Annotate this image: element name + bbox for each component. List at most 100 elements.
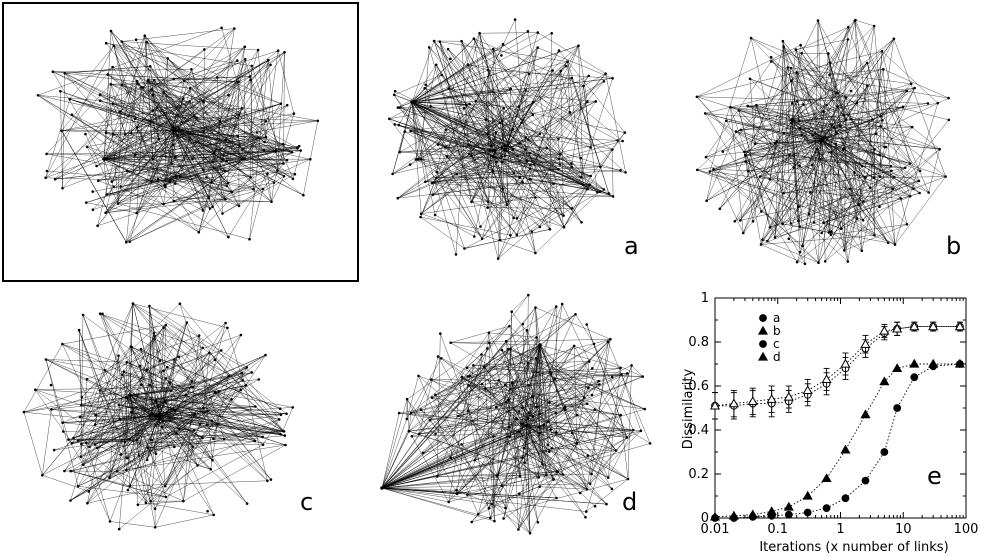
network-node [478,32,481,35]
network-node [583,396,586,399]
network-node [508,426,511,429]
network-node [496,475,499,478]
network-node [105,42,108,45]
network-edge [283,407,293,431]
network-node [214,358,217,361]
network-node [431,396,434,399]
network-edge [451,326,510,343]
network-node [589,175,592,178]
network-node [761,238,764,241]
network-node [501,349,504,352]
network-edge [183,445,285,501]
network-node [589,482,592,485]
network-node [828,231,831,234]
network-node [439,332,442,335]
network-node [202,101,205,104]
network-node [906,223,909,226]
network-node [145,502,148,505]
network-node [59,90,62,93]
network-edge [508,314,576,349]
network-node [434,214,437,217]
network-node [477,513,480,516]
network-node [587,454,590,457]
network-node [99,312,102,315]
data-point-d [749,397,757,404]
hub-edge [62,130,174,131]
network-node [455,253,458,256]
network-node [118,528,121,531]
network-node [439,40,442,43]
network-node [238,113,241,116]
network-node [501,120,504,123]
network-edge [250,189,264,239]
network-node [545,474,548,477]
network-node [163,91,166,94]
network-node [61,187,64,190]
network-node [630,364,633,367]
network-node [712,168,715,171]
network-node [437,143,440,146]
network-node [532,101,535,104]
network-node [502,107,505,110]
series-line-c [715,327,960,406]
network-node [263,141,266,144]
network-node [479,225,482,228]
network-node [586,488,589,491]
network-node [492,48,495,51]
network-node [112,133,115,136]
network-node [241,107,244,110]
network-edge [881,126,920,170]
network-edge [228,174,267,237]
network-edge [122,29,235,42]
network-node [177,355,180,358]
network-node [266,480,269,483]
network-node [524,148,527,151]
network-node [913,87,916,90]
network-node [391,173,394,176]
network-node [434,394,437,397]
x-tick-label: 100 [954,522,979,537]
network-edge [482,314,576,384]
legend-marker-b [759,327,767,334]
network-node [230,398,233,401]
network-node [119,453,122,456]
original-network-panel [4,4,357,280]
network-node [258,137,261,140]
network-node [909,162,912,165]
network-node [193,115,196,118]
network-node [788,238,791,241]
network-edge [552,448,616,450]
network-node [875,132,878,135]
network-edge [465,229,550,248]
panel-label-e: e [927,462,942,490]
network-node [309,158,312,161]
network-node [211,160,214,163]
network-node [551,447,554,450]
legend-label-b: b [773,324,781,338]
hub-edge [382,413,399,488]
network-node [249,79,252,82]
network-node [169,419,172,422]
network-node [528,73,531,76]
network-node [569,111,572,114]
network-node [489,149,492,152]
network-node [91,190,94,193]
network-node [527,139,530,142]
network-edge [87,147,97,166]
network-node [782,192,785,195]
network-node [590,473,593,476]
network-node [643,408,646,411]
network-node [461,376,464,379]
network-node [626,372,629,375]
network-edge [409,413,411,431]
network-node [808,213,811,216]
network-edge [480,33,538,34]
network-node [467,410,470,413]
network-node [750,37,753,40]
network-node [449,58,452,61]
network-node [440,74,443,77]
network-node [843,114,846,117]
network-node [885,146,888,149]
network-node [527,362,530,365]
network-node [527,30,530,33]
